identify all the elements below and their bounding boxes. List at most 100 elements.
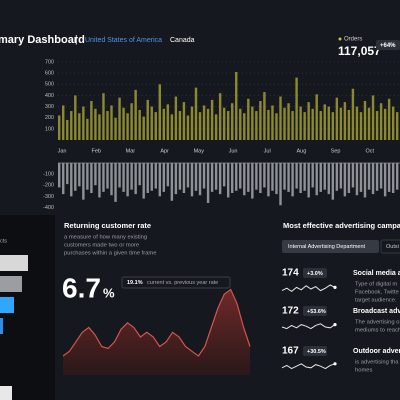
bar	[62, 105, 65, 140]
y-tick-label: -400	[43, 205, 54, 211]
sparkline-end	[333, 323, 337, 327]
bar	[66, 119, 69, 140]
bar	[303, 112, 306, 140]
bar	[218, 93, 222, 140]
orders-change: +64%	[380, 43, 396, 49]
bar	[158, 163, 162, 197]
separator: |	[75, 35, 78, 46]
bar	[355, 163, 359, 196]
y-tick-label: 500	[45, 82, 54, 88]
bar	[359, 112, 363, 140]
bar	[375, 111, 379, 140]
bar	[202, 105, 206, 140]
bar	[271, 105, 274, 140]
bar	[102, 163, 105, 192]
tab-label[interactable]: Outsi	[386, 244, 399, 250]
bar	[202, 163, 206, 189]
tab[interactable]	[380, 239, 400, 254]
row-description: target audience.	[355, 298, 397, 304]
bar	[383, 108, 387, 140]
bar	[311, 108, 314, 140]
bar	[387, 163, 391, 192]
bar	[247, 98, 250, 140]
bar	[190, 106, 194, 140]
x-tick-label: Jul	[264, 148, 271, 154]
bar	[166, 163, 170, 187]
bar	[110, 105, 113, 140]
y-tick-label: 300	[45, 104, 54, 110]
bar	[206, 108, 210, 140]
bar	[339, 163, 343, 189]
bar	[283, 163, 286, 190]
tab[interactable]	[282, 240, 379, 253]
bar	[186, 115, 190, 140]
change-badge	[303, 268, 327, 278]
bar	[379, 163, 383, 189]
bar	[122, 107, 125, 140]
row-description: Facebook, Twitte	[355, 290, 399, 296]
bar	[126, 113, 129, 140]
bar	[222, 107, 226, 140]
bar	[66, 163, 69, 185]
row-value: 167	[282, 346, 299, 357]
rate-change: 19.1%	[127, 280, 143, 286]
bar	[335, 97, 339, 140]
bar	[90, 163, 93, 193]
x-tick-label: Aug	[297, 148, 307, 154]
bar	[239, 108, 242, 140]
bar	[291, 163, 294, 197]
bar	[355, 106, 359, 140]
tab-label[interactable]: Internal Advertising Department	[288, 244, 366, 250]
bar	[106, 163, 109, 189]
bar	[166, 104, 170, 140]
bar	[395, 163, 399, 190]
bar	[371, 95, 375, 140]
legend-dot	[338, 37, 342, 41]
region-tab[interactable]: Canada	[170, 37, 195, 44]
bar	[359, 163, 363, 192]
bar	[323, 163, 326, 190]
bar	[134, 163, 137, 195]
y-tick-label: -100	[43, 172, 54, 178]
bar	[395, 112, 399, 140]
row-change: +3.0%	[307, 271, 323, 277]
area	[63, 289, 250, 375]
row-description: The advertising o	[355, 320, 399, 326]
bar	[98, 163, 101, 198]
bar	[102, 93, 105, 140]
sparkline-end	[333, 362, 337, 366]
bar	[283, 107, 286, 140]
bar	[154, 112, 157, 140]
bar	[198, 112, 202, 140]
change-badge	[303, 306, 327, 316]
row-description: Type of digital m	[355, 282, 397, 288]
bar	[307, 163, 310, 198]
bar	[122, 163, 125, 192]
x-tick-label: Jan	[58, 148, 67, 154]
bar	[279, 96, 282, 140]
bar	[295, 77, 298, 140]
row-change: +30.5%	[307, 349, 326, 355]
bar	[379, 103, 383, 140]
region-tab[interactable]: United States of America	[85, 37, 162, 44]
bar	[375, 163, 379, 191]
bar	[363, 163, 367, 198]
bar	[214, 163, 218, 190]
bar	[235, 72, 238, 140]
row-value: 174	[282, 268, 299, 279]
bar	[267, 109, 270, 140]
bar	[343, 102, 347, 140]
left-label: cts	[0, 238, 7, 244]
bar	[351, 163, 355, 188]
bar	[0, 318, 3, 334]
bar	[198, 163, 202, 196]
bar	[275, 163, 278, 195]
bar	[174, 96, 178, 140]
bar	[251, 106, 254, 140]
row-title: Outdoor advertis	[353, 348, 400, 355]
y-tick-label: -300	[43, 194, 54, 200]
y-tick-label: 200	[45, 115, 54, 121]
bar	[162, 163, 166, 192]
description: customers made two or more	[64, 243, 139, 249]
